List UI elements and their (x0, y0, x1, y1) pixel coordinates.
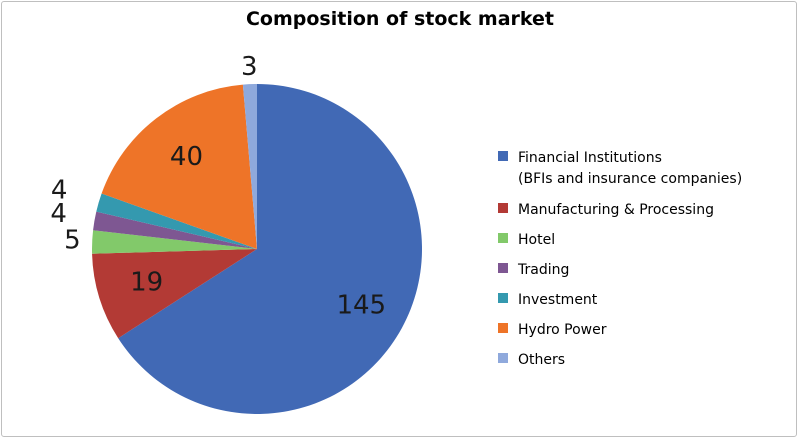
legend-swatch-hotel (498, 233, 508, 243)
data-label-investment: 4 (51, 175, 68, 205)
legend-label-hydro-power: Hydro Power (518, 322, 607, 338)
pie-slice-investment (96, 193, 258, 249)
legend-label-investment: Investment (518, 292, 598, 308)
legend-swatch-investment (498, 293, 508, 303)
legend-swatch-financial-institutions (498, 151, 508, 161)
legend-swatch-hydro-power (498, 323, 508, 333)
data-label-hydro-power: 40 (170, 142, 203, 172)
legend-label-financial-institutions: Financial Institutions (518, 150, 662, 166)
pie-slice-hotel (92, 230, 257, 254)
data-label-others: 3 (241, 52, 258, 82)
pie-slice-others (242, 84, 257, 249)
chart-title: Composition of stock market (245, 8, 555, 30)
legend-label-others: Others (518, 352, 566, 368)
legend-swatch-others (498, 353, 508, 363)
data-label-hotel: 5 (64, 226, 81, 256)
data-label-trading: 4 (50, 199, 67, 229)
pie-slice-hydro-power (101, 84, 258, 250)
legend-label-trading: Trading (518, 262, 570, 278)
pie-slice-financial-institutions (118, 84, 422, 415)
pie-slice-manufacturing (92, 249, 257, 339)
legend-label-hotel: Hotel (518, 232, 556, 248)
legend-label-manufacturing: Manufacturing & Processing (518, 202, 714, 218)
legend-label-financial-institutions-line2: (BFIs and insurance companies) (518, 171, 743, 187)
legend-swatch-manufacturing (498, 203, 508, 213)
data-label-manufacturing: 19 (130, 268, 163, 298)
data-label-financial-institutions: 145 (336, 290, 386, 320)
pie-slice-trading (93, 211, 257, 249)
legend-swatch-trading (498, 263, 508, 273)
